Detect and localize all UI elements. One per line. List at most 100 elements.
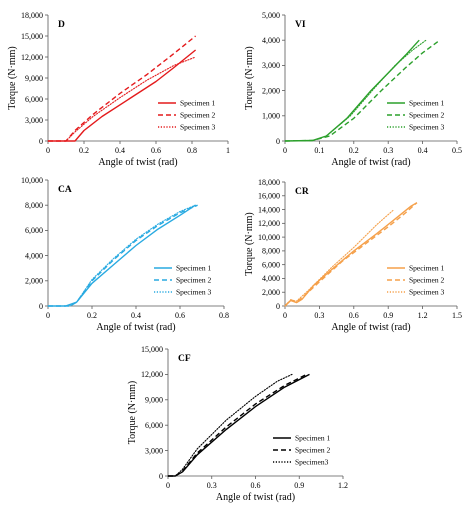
y-tick-label: 2,000 bbox=[262, 288, 280, 297]
legend-label: Specimen 2 bbox=[409, 111, 444, 120]
panel-label: CA bbox=[58, 185, 72, 195]
x-tick-label: 0.6 bbox=[151, 146, 161, 155]
x-tick-label: 0.6 bbox=[175, 311, 185, 320]
y-tick-label: 10,000 bbox=[21, 176, 43, 185]
x-tick-label: 0.8 bbox=[219, 311, 229, 320]
series-line-2 bbox=[48, 204, 198, 307]
y-tick-label: 3,000 bbox=[262, 61, 280, 70]
series-line-3 bbox=[167, 373, 293, 477]
x-tick-label: 0 bbox=[46, 146, 50, 155]
x-tick-label: 0 bbox=[166, 481, 170, 490]
series-line-2 bbox=[48, 35, 197, 142]
y-tick-label: 3,000 bbox=[145, 446, 163, 455]
x-axis-title: Angle of twist (rad) bbox=[216, 492, 295, 503]
y-axis-title: Torque (N·mm) bbox=[244, 46, 255, 109]
y-axis-title: Torque (N·mm) bbox=[244, 212, 255, 275]
legend-label: Specimen 2 bbox=[180, 111, 215, 120]
series-line-3 bbox=[47, 204, 196, 307]
chart-panel-d: 0 3,000 6,000 9,000 12,000 15,000 18,000 0 0.2 0.… bbox=[7, 11, 230, 168]
y-tick-label: 0 bbox=[159, 472, 163, 481]
x-tick-label: 0.2 bbox=[87, 311, 97, 320]
x-tick-label: 0.3 bbox=[383, 146, 393, 155]
series-line-1 bbox=[48, 204, 196, 307]
x-axis-title: Angle of twist (rad) bbox=[331, 157, 410, 168]
y-tick-label: 12,000 bbox=[258, 219, 280, 228]
y-tick-label: 12,000 bbox=[141, 370, 163, 379]
series-line-1 bbox=[48, 49, 197, 142]
x-tick-label: 0.3 bbox=[207, 481, 217, 490]
y-tick-label: 6,000 bbox=[25, 226, 43, 235]
x-tick-label: 0.8 bbox=[187, 146, 197, 155]
y-tick-label: 4,000 bbox=[262, 36, 280, 45]
y-tick-label: 0 bbox=[276, 302, 280, 311]
y-tick-label: 6,000 bbox=[145, 421, 163, 430]
x-tick-label: 0.6 bbox=[349, 311, 359, 320]
y-tick-label: 8,000 bbox=[262, 247, 280, 256]
series-line-3 bbox=[284, 209, 395, 307]
x-tick-label: 0.9 bbox=[383, 311, 393, 320]
chart-panel-cr: 0 2,000 4,000 6,000 8,000 10,000 12,000 14,000 1… bbox=[244, 178, 462, 333]
series-line-1 bbox=[284, 39, 420, 142]
series-line-3 bbox=[284, 39, 427, 142]
y-tick-label: 16,000 bbox=[258, 192, 280, 201]
legend-label: Specimen 1 bbox=[409, 99, 444, 108]
legend-label: Specimen 1 bbox=[180, 99, 215, 108]
y-tick-label: 14,000 bbox=[258, 205, 280, 214]
y-tick-label: 3,000 bbox=[25, 116, 43, 125]
legend-label: Specimen3 bbox=[295, 458, 329, 467]
x-tick-label: 0 bbox=[283, 311, 287, 320]
y-tick-label: 0 bbox=[39, 302, 43, 311]
legend-label: Specimen 3 bbox=[409, 288, 444, 297]
legend-label: Specimen 3 bbox=[180, 123, 215, 132]
y-tick-label: 10,000 bbox=[258, 233, 280, 242]
y-tick-label: 9,000 bbox=[145, 396, 163, 405]
x-axis-title: Angle of twist (rad) bbox=[96, 322, 175, 333]
series-line-1 bbox=[284, 202, 418, 307]
chart-panel-cf: 0 3,000 6,000 9,000 12,000 15,000 0 0.3 0.6 0.9 1.… bbox=[127, 345, 348, 503]
x-tick-label: 0.2 bbox=[349, 146, 359, 155]
y-tick-label: 15,000 bbox=[21, 32, 43, 41]
y-tick-label: 18,000 bbox=[258, 178, 280, 187]
legend-label: Specimen 1 bbox=[295, 434, 330, 443]
legend-label: Specimen 2 bbox=[409, 276, 444, 285]
x-tick-label: 1 bbox=[226, 146, 230, 155]
legend-label: Specimen 3 bbox=[176, 288, 211, 297]
legend-label: Specimen 3 bbox=[409, 123, 444, 132]
y-tick-label: 5,000 bbox=[262, 11, 280, 20]
x-tick-label: 0.1 bbox=[314, 146, 324, 155]
panel-label: VI bbox=[295, 20, 306, 30]
x-tick-label: 0 bbox=[283, 146, 287, 155]
y-tick-label: 8,000 bbox=[25, 201, 43, 210]
x-tick-label: 0.2 bbox=[79, 146, 89, 155]
legend-label: Specimen 1 bbox=[176, 264, 211, 273]
y-tick-label: 1,000 bbox=[262, 112, 280, 121]
x-tick-label: 0.4 bbox=[115, 146, 125, 155]
x-tick-label: 1.2 bbox=[418, 311, 428, 320]
x-tick-label: 1.5 bbox=[452, 311, 462, 320]
y-axis-title: Torque (N·mm) bbox=[7, 46, 18, 109]
y-tick-label: 12,000 bbox=[21, 53, 43, 62]
series-line-3 bbox=[47, 56, 197, 142]
y-tick-label: 15,000 bbox=[141, 345, 163, 354]
y-tick-label: 0 bbox=[276, 137, 280, 146]
y-axis-title: Torque (N·mm) bbox=[127, 381, 138, 444]
x-tick-label: 0.9 bbox=[294, 481, 304, 490]
x-tick-label: 1.2 bbox=[338, 481, 348, 490]
x-axis-title: Angle of twist (rad) bbox=[331, 322, 410, 333]
x-tick-label: 0.4 bbox=[418, 146, 428, 155]
y-tick-label: 18,000 bbox=[21, 11, 43, 20]
y-tick-label: 2,000 bbox=[25, 277, 43, 286]
y-tick-label: 6,000 bbox=[262, 260, 280, 269]
y-tick-label: 6,000 bbox=[25, 95, 43, 104]
legend-label: Specimen 2 bbox=[295, 446, 330, 455]
panel-label: CR bbox=[295, 187, 309, 197]
y-tick-label: 4,000 bbox=[25, 251, 43, 260]
panel-label: CF bbox=[178, 354, 191, 364]
y-tick-label: 0 bbox=[39, 137, 43, 146]
panel-label: D bbox=[58, 20, 65, 30]
x-tick-label: 0.6 bbox=[251, 481, 261, 490]
chart-panel-vi: 0 1,000 2,000 3,000 4,000 5,000 0 0.1 0.2 0.3 0.4 0… bbox=[244, 11, 462, 168]
x-tick-label: 0.4 bbox=[131, 311, 141, 320]
